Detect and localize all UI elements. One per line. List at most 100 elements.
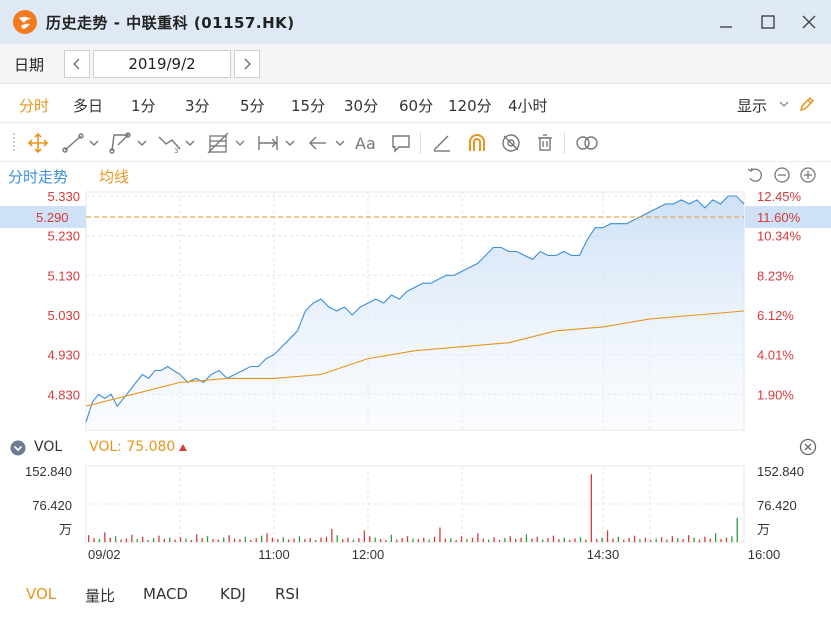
arrow-tool-button[interactable] <box>306 131 348 155</box>
volume-bar <box>655 538 657 542</box>
volume-bar <box>266 533 268 542</box>
volume-bar <box>369 536 371 542</box>
trash-icon <box>538 134 552 151</box>
collapse-icon[interactable] <box>10 440 26 456</box>
link-icon <box>576 136 598 150</box>
volume-bar <box>547 538 549 542</box>
intraday-tab[interactable]: 分时走势 <box>8 168 69 186</box>
percent-tick-label: 6.12% <box>757 308 794 323</box>
volume-bar <box>358 538 360 542</box>
volume-bar <box>552 535 555 542</box>
period-tab[interactable]: 30分 <box>344 97 379 115</box>
grip-icon[interactable] <box>12 132 16 154</box>
zoom-out-icon[interactable] <box>773 166 791 184</box>
pencil-icon[interactable] <box>797 94 817 114</box>
intraday-chart[interactable]: 5.330 5.230 5.130 5.030 4.930 4.830 12.45% 10.… <box>0 190 831 570</box>
volume-bar <box>698 539 701 542</box>
percent-tick-label: 8.23% <box>757 268 794 283</box>
volume-bar <box>433 536 436 542</box>
volume-bar <box>309 538 311 542</box>
volume-bar <box>601 537 603 542</box>
chevron-down-icon[interactable] <box>778 99 790 109</box>
delete-tool-button[interactable] <box>533 131 557 155</box>
volume-bar <box>612 538 614 542</box>
volume-bar <box>633 535 636 542</box>
volume-tick-label-left: 152.840 <box>25 464 72 479</box>
volume-tick-label-right: 152.840 <box>757 464 804 479</box>
period-bar: 分时 多日 1分 3分 5分 15分 30分 60分 120分 4小时 显示 <box>0 85 831 123</box>
fibonacci-tool-button[interactable] <box>206 131 248 155</box>
hide-tool-button[interactable] <box>499 131 523 155</box>
price-tick-label: 5.130 <box>47 268 80 283</box>
indicator-tab-ratio[interactable]: 量比 <box>85 587 116 605</box>
move-tool-button[interactable] <box>26 131 50 155</box>
link-tool-button[interactable] <box>574 131 600 155</box>
period-tab[interactable]: 3分 <box>185 97 210 115</box>
hide-icon <box>502 134 520 152</box>
period-tab[interactable]: 4小时 <box>508 97 548 115</box>
price-tick-label: 4.830 <box>47 387 80 402</box>
volume-bar <box>206 536 209 542</box>
polyline-tool-button[interactable] <box>108 131 150 155</box>
volume-bar <box>88 535 90 542</box>
range-tool-button[interactable] <box>256 131 298 155</box>
period-tab[interactable]: 120分 <box>448 97 492 115</box>
comment-tool-button[interactable] <box>389 131 413 155</box>
eraser-tool-button[interactable] <box>430 131 454 155</box>
volume-bar <box>336 535 338 542</box>
volume-bar <box>250 540 252 542</box>
volume-bar <box>623 539 625 542</box>
period-tab[interactable]: 60分 <box>399 97 434 115</box>
display-menu-button[interactable]: 显示 <box>737 97 768 115</box>
volume-bar <box>379 539 382 542</box>
close-button[interactable] <box>795 8 823 36</box>
minimize-button[interactable] <box>712 8 740 36</box>
wave-tool-button[interactable]: 3 <box>156 131 198 155</box>
volume-bar <box>390 534 392 542</box>
volume-bar <box>682 539 684 542</box>
drawing-toolbar: 3 Aa <box>0 124 831 162</box>
arrow-icon <box>309 136 345 150</box>
volume-bar <box>439 527 441 542</box>
minimize-icon <box>720 26 732 28</box>
svg-text:Aa: Aa <box>355 134 376 153</box>
line-tool-button[interactable] <box>62 131 102 155</box>
volume-bar <box>509 536 511 542</box>
volume-bar <box>239 539 241 542</box>
period-tab[interactable]: 5分 <box>240 97 265 115</box>
date-prev-button[interactable] <box>64 50 90 78</box>
volume-bar <box>596 539 598 542</box>
indicator-tab-rsi[interactable]: RSI <box>275 585 300 603</box>
volume-bar <box>104 532 106 542</box>
time-tick-label: 14:30 <box>587 547 620 562</box>
svg-text:3: 3 <box>174 147 178 155</box>
date-input[interactable]: 2019/9/2 <box>93 50 231 78</box>
volume-bar <box>374 537 376 542</box>
indicator-tab-macd[interactable]: MACD <box>143 585 188 603</box>
volume-bar <box>228 535 230 542</box>
volume-bar <box>709 538 711 542</box>
text-tool-button[interactable]: Aa <box>354 131 380 155</box>
indicator-tab-vol[interactable]: VOL <box>26 585 57 603</box>
volume-bar <box>536 536 538 542</box>
close-circle-icon[interactable] <box>799 438 817 456</box>
volume-bar <box>493 537 495 542</box>
period-tab[interactable]: 15分 <box>291 97 326 115</box>
volume-bar <box>725 537 728 542</box>
volume-bar <box>158 535 160 542</box>
date-next-button[interactable] <box>234 50 260 78</box>
period-tab[interactable]: 多日 <box>73 97 104 115</box>
volume-bar <box>315 540 317 542</box>
indicator-tab-kdj[interactable]: KDJ <box>220 585 246 603</box>
volume-bar <box>606 530 609 542</box>
zoom-in-icon[interactable] <box>799 166 817 184</box>
period-tab[interactable]: 分时 <box>19 97 50 115</box>
average-line-tab[interactable]: 均线 <box>99 168 130 186</box>
range-icon <box>258 136 295 150</box>
cursor-pct-box <box>745 206 831 228</box>
period-tab[interactable]: 1分 <box>131 97 156 115</box>
magnet-tool-button[interactable] <box>465 131 489 155</box>
volume-bar <box>477 533 479 542</box>
maximize-button[interactable] <box>754 8 782 36</box>
reset-icon[interactable] <box>746 166 764 184</box>
